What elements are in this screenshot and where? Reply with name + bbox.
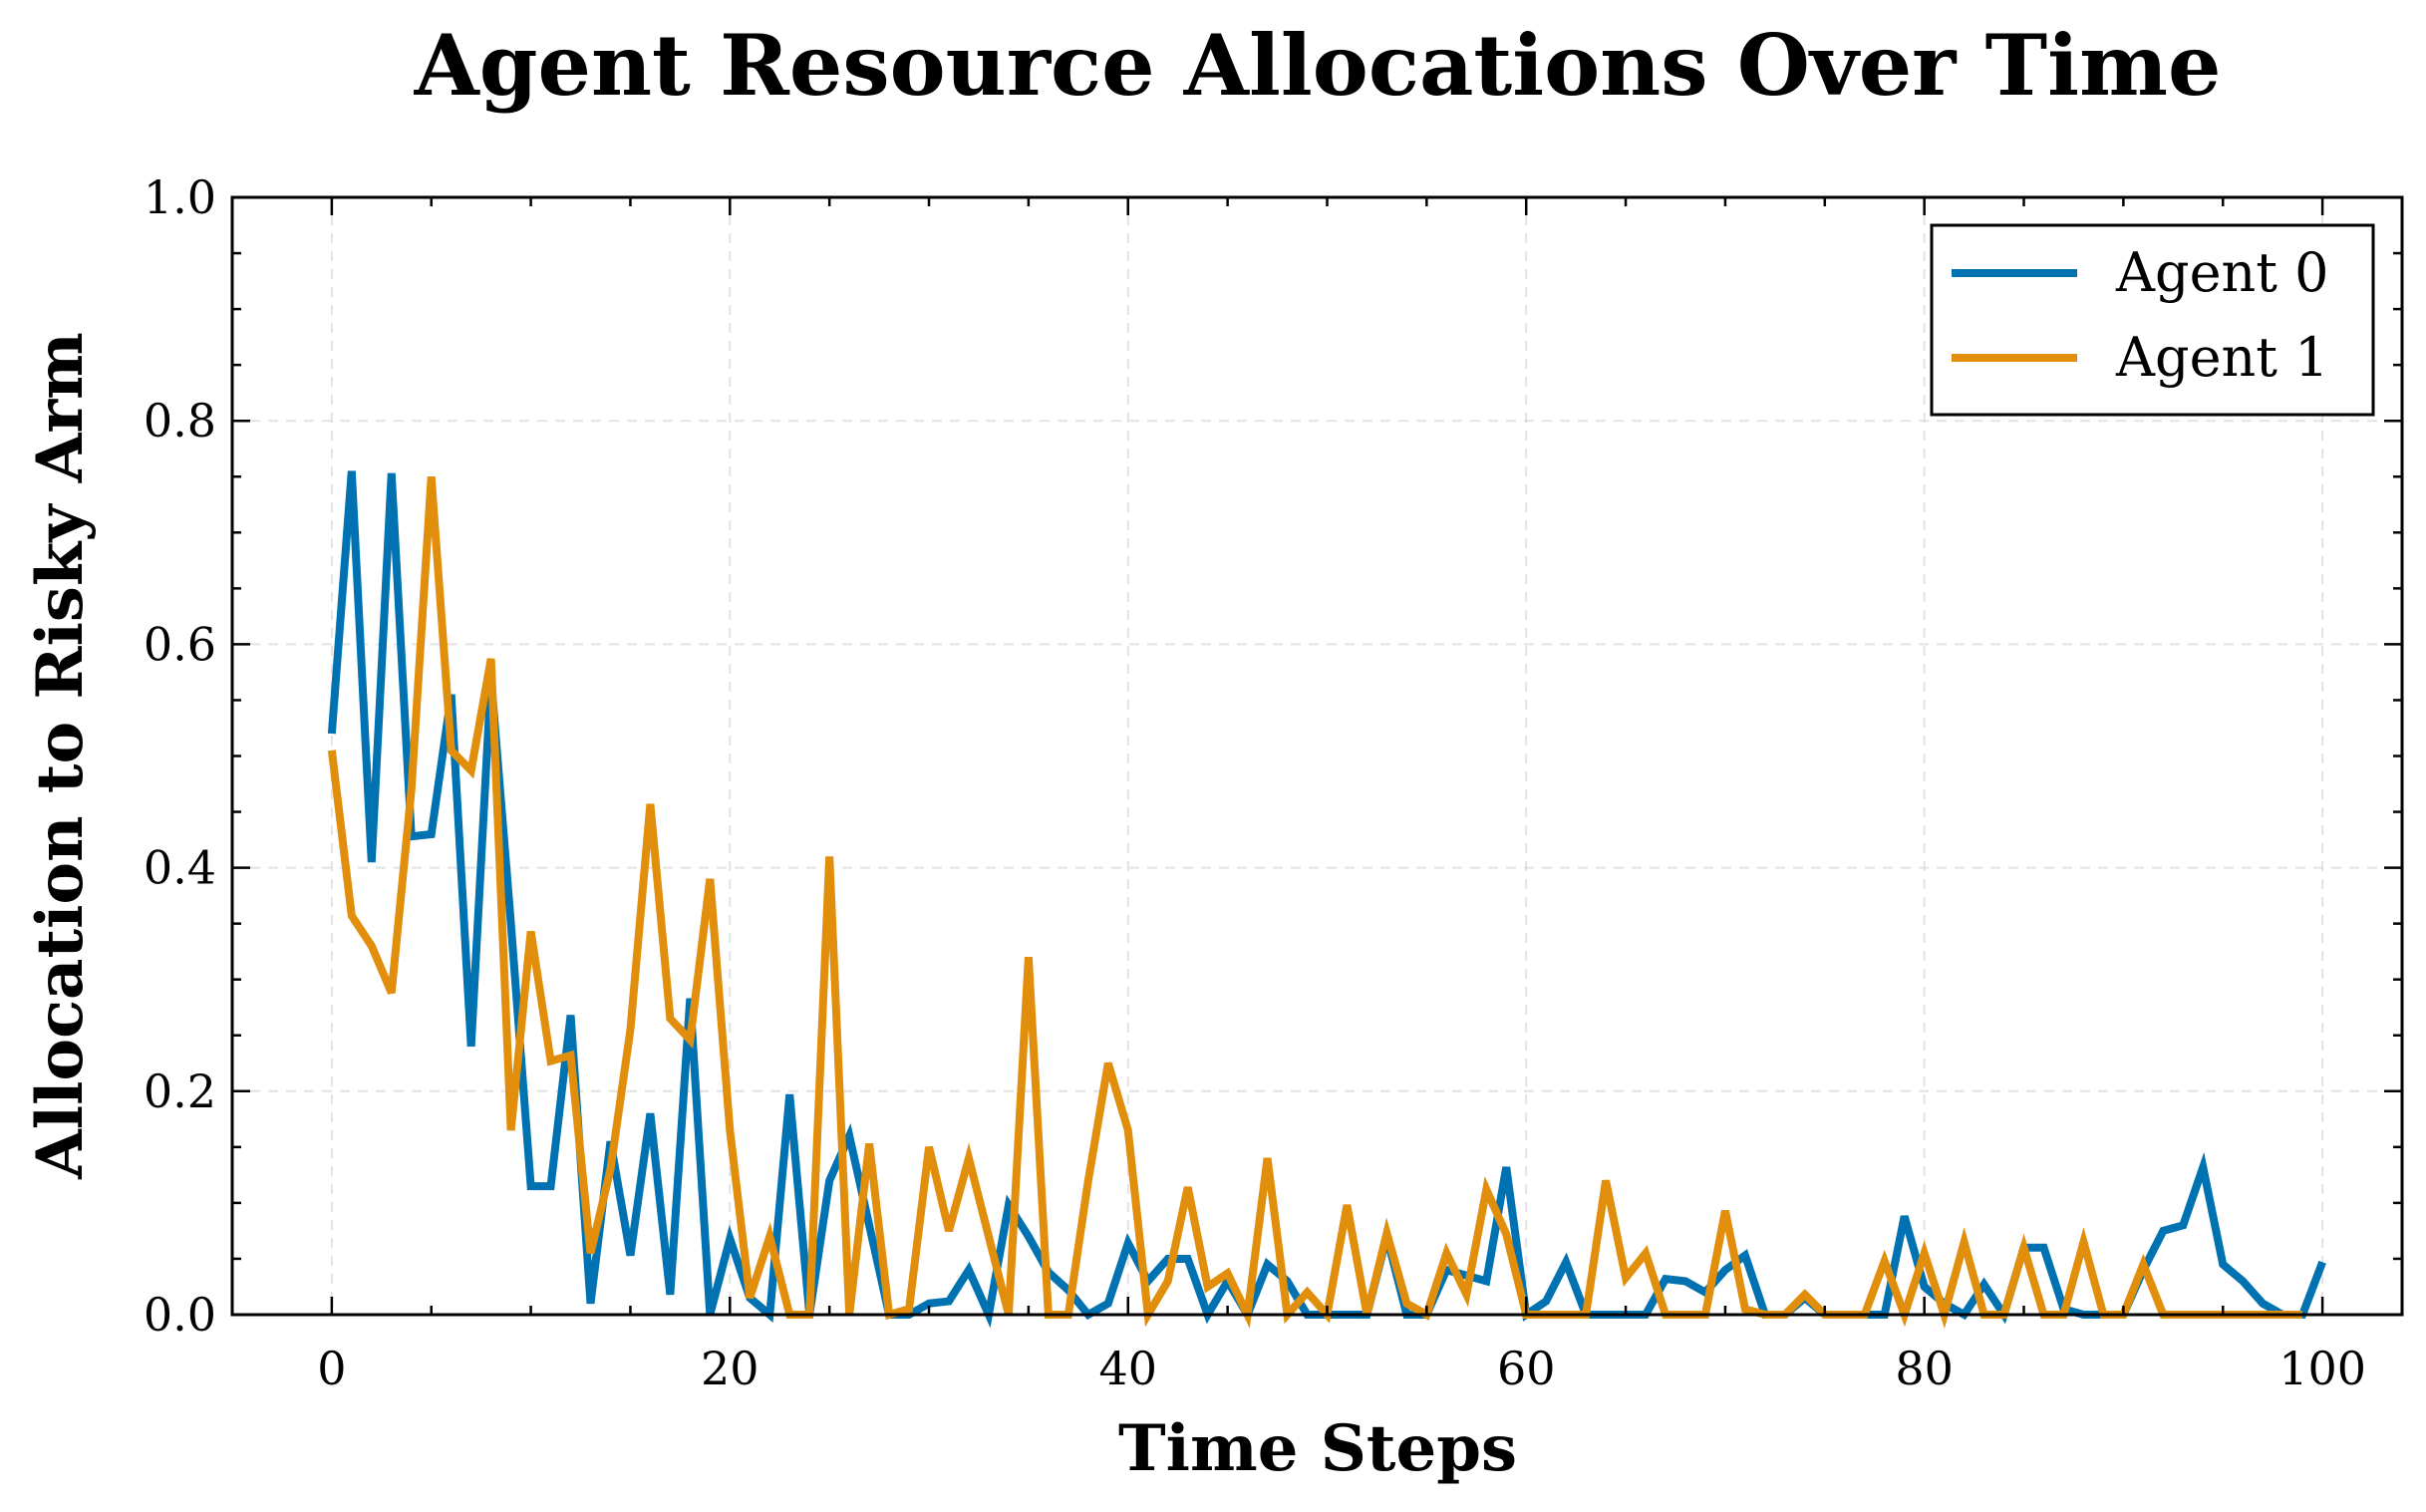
legend: Agent 0 Agent 1 <box>1930 223 2375 417</box>
x-tick-label: 80 <box>1895 1342 1954 1395</box>
x-tick-label: 0 <box>317 1342 346 1395</box>
legend-label-agent-0: Agent 0 <box>2115 241 2329 304</box>
x-tick-label: 20 <box>701 1342 759 1395</box>
series-line-agent-1 <box>327 475 2303 1329</box>
chart-title: Agent Resource Allocations Over Time <box>414 16 2222 115</box>
y-tick-label: 0.4 <box>144 841 216 895</box>
series-lines <box>327 470 2326 1329</box>
legend-label-agent-1: Agent 1 <box>2115 326 2329 389</box>
tick-labels: 0 20 40 60 80 100 0.0 0.2 0.4 0.6 0.8 1.0 <box>144 170 2366 1395</box>
legend-box <box>1930 223 2375 417</box>
grid-lines <box>232 197 2402 1315</box>
x-tick-label: 100 <box>2278 1342 2366 1395</box>
axis-ticks <box>232 195 2402 1317</box>
series-line-agent-0 <box>327 470 2326 1329</box>
x-tick-label: 40 <box>1098 1342 1157 1395</box>
y-tick-label: 0.2 <box>144 1064 216 1118</box>
y-axis-label: Allocation to Risky Arm <box>23 332 98 1180</box>
y-tick-label: 0.0 <box>144 1288 216 1342</box>
y-tick-label: 0.8 <box>144 394 216 448</box>
y-tick-label: 1.0 <box>144 170 216 224</box>
y-tick-label: 0.6 <box>144 617 216 671</box>
x-tick-label: 60 <box>1497 1342 1556 1395</box>
x-axis-label: Time Steps <box>1118 1411 1517 1486</box>
